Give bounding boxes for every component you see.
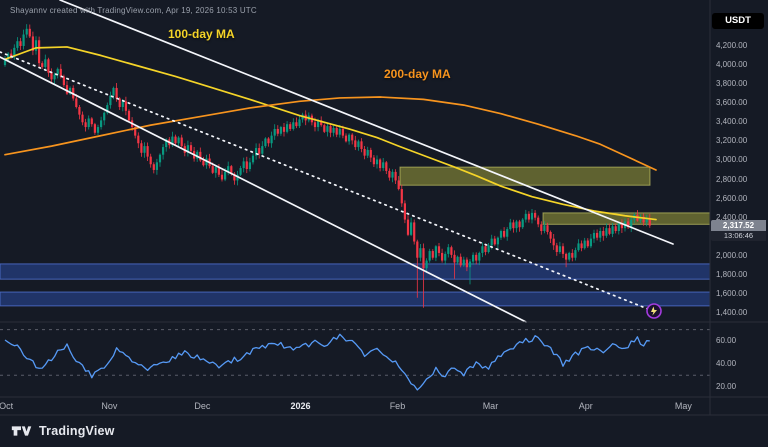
price-axis[interactable]: 4,200.00 4,000.00 3,800.00 3,600.00 3,400.00… [710,0,768,415]
axis-tick-label: 2,600.00 [716,193,748,203]
axis-tick-label: 40.00 [716,358,737,368]
bottom-toolbar: TradingView [0,415,768,447]
axis-tick-label: 1,800.00 [716,269,748,279]
axis-tick-label: 4,000.00 [716,60,748,70]
axis-tick-label: 4,200.00 [716,40,748,50]
axis-tick-label: 2,000.00 [716,250,748,260]
time-axis-label: 2026 [290,401,311,411]
axis-tick-label: 2,400.00 [716,212,748,222]
axis-tick-label: 1,400.00 [716,308,748,318]
time-axis-label: Mar [482,401,499,411]
time-axis-label: Dec [194,401,211,411]
time-axis-label: Apr [578,401,593,411]
ma100-label: 100-day MA [168,27,235,41]
time-axis[interactable]: Oct Nov Dec 2026 Feb Mar Apr May [0,397,710,415]
axis-tick-label: 1,600.00 [716,288,748,298]
axis-tick-label: 60.00 [716,336,737,345]
axis-tick-label: 2,800.00 [716,174,748,184]
axis-tick-label: 20.00 [716,381,737,391]
axis-tick-label: 3,200.00 [716,136,748,146]
time-axis-label: Oct [0,401,14,411]
tradingview-brand-text[interactable]: TradingView [39,424,115,438]
axis-tick-label: 3,400.00 [716,117,748,127]
axis-tick-label: 3,600.00 [716,98,748,108]
axis-tick-label: 3,000.00 [716,155,748,165]
symbol-badge[interactable]: USDT [712,13,764,29]
attribution-text: Shayannv created with TradingView.com, A… [10,6,257,15]
tradingview-logo-icon[interactable] [10,420,32,442]
time-axis-label: May [674,401,692,411]
ma200-label: 200-day MA [384,67,451,81]
time-axis-label: Feb [389,401,406,411]
last-price-badge: 2,317.52 [711,220,766,232]
time-axis-label: Nov [101,401,118,411]
axis-tick-label: 3,800.00 [716,79,748,89]
candle-countdown-badge: 13:06:46 [711,231,766,242]
